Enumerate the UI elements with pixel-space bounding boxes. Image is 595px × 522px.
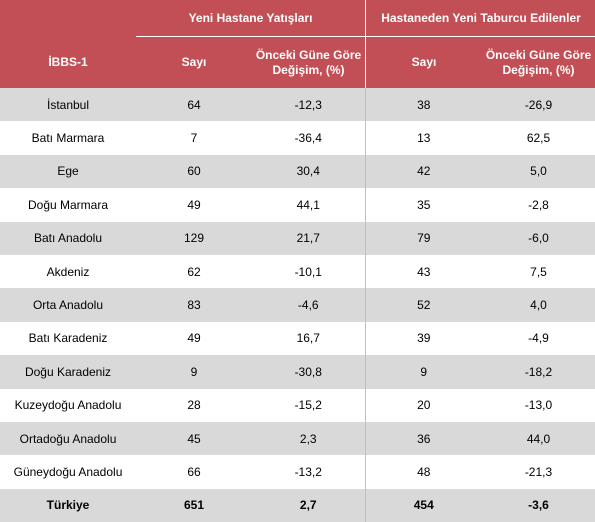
admissions-change-cell: 21,7 bbox=[252, 221, 365, 255]
admissions-count-cell: 60 bbox=[136, 154, 252, 189]
admissions-count-cell: 7 bbox=[136, 121, 252, 155]
admissions-change-cell: -10,1 bbox=[252, 254, 365, 289]
admissions-change-cell: -4,6 bbox=[252, 288, 365, 322]
region-cell: Kuzeydoğu Anadolu bbox=[0, 388, 136, 422]
discharges-change-cell: -18,2 bbox=[482, 355, 595, 389]
discharges-count-cell: 20 bbox=[364, 388, 482, 422]
region-cell: Güneydoğu Anadolu bbox=[0, 455, 136, 489]
admissions-change-cell: -12,3 bbox=[252, 88, 365, 122]
admissions-change-cell: 30,4 bbox=[252, 154, 365, 189]
region-cell: Akdeniz bbox=[0, 254, 136, 289]
region-cell: Doğu Karadeniz bbox=[0, 355, 136, 389]
discharges-change-cell: 4,0 bbox=[482, 288, 595, 322]
discharges-change-cell: -6,0 bbox=[482, 221, 595, 255]
admissions-count-cell: 64 bbox=[136, 88, 252, 122]
admissions-count-cell: 129 bbox=[136, 221, 252, 255]
admissions-change-cell: -13,2 bbox=[252, 455, 365, 489]
discharges-count-cell: 9 bbox=[364, 355, 482, 389]
discharges-count-cell: 35 bbox=[364, 188, 482, 222]
total-row: Türkiye 651 2,7 454 -3,6 bbox=[0, 488, 595, 522]
admissions-count-cell: 49 bbox=[136, 321, 252, 356]
region-cell: Ege bbox=[0, 154, 136, 189]
admissions-change-cell: -15,2 bbox=[252, 388, 365, 422]
table-row: Batı Karadeniz 49 16,7 39 -4,9 bbox=[0, 321, 595, 356]
discharges-change-cell: -26,9 bbox=[482, 88, 595, 122]
discharges-change-cell: -13,0 bbox=[482, 388, 595, 422]
admissions-count-cell: 83 bbox=[136, 288, 252, 322]
group-header-admissions: Yeni Hastane Yatışları bbox=[188, 10, 313, 25]
table-row: Batı Anadolu 129 21,7 79 -6,0 bbox=[0, 221, 595, 255]
admissions-change-cell: -30,8 bbox=[252, 355, 365, 389]
discharges-count-cell: 36 bbox=[364, 421, 482, 456]
discharges-count-cell: 52 bbox=[364, 288, 482, 322]
discharges-count-cell: 39 bbox=[364, 321, 482, 356]
admissions-change-cell: 44,1 bbox=[252, 188, 365, 222]
discharges-count-cell: 38 bbox=[364, 88, 482, 122]
admissions-change-cell: 2,3 bbox=[252, 421, 365, 456]
discharges-count-cell: 43 bbox=[364, 254, 482, 289]
region-cell: Batı Marmara bbox=[0, 121, 136, 155]
table-row: Doğu Marmara 49 44,1 35 -2,8 bbox=[0, 188, 595, 222]
table-row: İstanbul 64 -12,3 38 -26,9 bbox=[0, 88, 595, 122]
region-cell: Türkiye bbox=[0, 488, 136, 522]
discharges-change-cell: 62,5 bbox=[482, 121, 595, 155]
discharges-count-cell: 13 bbox=[364, 121, 482, 155]
discharges-change-cell: 5,0 bbox=[482, 154, 595, 189]
admissions-count-cell: 49 bbox=[136, 188, 252, 222]
table-row: Batı Marmara 7 -36,4 13 62,5 bbox=[0, 121, 595, 155]
discharges-count-cell: 48 bbox=[364, 455, 482, 489]
table-header: Yeni Hastane Yatışları Hastaneden Yeni T… bbox=[0, 0, 595, 88]
admissions-count-cell: 62 bbox=[136, 254, 252, 289]
region-cell: Batı Anadolu bbox=[0, 221, 136, 255]
admissions-count-cell: 28 bbox=[136, 388, 252, 422]
admissions-count-cell: 9 bbox=[136, 355, 252, 389]
region-cell: Doğu Marmara bbox=[0, 188, 136, 222]
table-row: Güneydoğu Anadolu 66 -13,2 48 -21,3 bbox=[0, 455, 595, 489]
table-row: Akdeniz 62 -10,1 43 7,5 bbox=[0, 254, 595, 289]
admissions-change-header: Önceki Güne Göre Değişim, (%) bbox=[255, 47, 362, 77]
table-row: Doğu Karadeniz 9 -30,8 9 -18,2 bbox=[0, 355, 595, 389]
admissions-count-cell: 45 bbox=[136, 421, 252, 456]
admissions-count-cell: 651 bbox=[136, 488, 252, 522]
admissions-count-cell: 66 bbox=[136, 455, 252, 489]
discharges-change-cell: -2,8 bbox=[482, 188, 595, 222]
group-header-discharges: Hastaneden Yeni Taburcu Edilenler bbox=[381, 10, 581, 25]
discharges-change-cell: 44,0 bbox=[482, 421, 595, 456]
discharges-change-cell: 7,5 bbox=[482, 254, 595, 289]
region-cell: Batı Karadeniz bbox=[0, 321, 136, 356]
discharges-count-header: Sayı bbox=[411, 55, 437, 69]
discharges-change-cell: -21,3 bbox=[482, 455, 595, 489]
table-row: Kuzeydoğu Anadolu 28 -15,2 20 -13,0 bbox=[0, 388, 595, 422]
discharges-change-header: Önceki Güne Göre Değişim, (%) bbox=[485, 47, 592, 77]
discharges-count-cell: 79 bbox=[364, 221, 482, 255]
table-rows: İstanbul 64 -12,3 38 -26,9 Batı Marmara 7 -36,4… bbox=[0, 88, 595, 522]
region-cell: İstanbul bbox=[0, 88, 136, 122]
discharges-change-cell: -4,9 bbox=[482, 321, 595, 356]
admissions-change-cell: -36,4 bbox=[252, 121, 365, 155]
region-column-header: İBBS-1 bbox=[48, 55, 88, 69]
admissions-count-header: Sayı bbox=[181, 55, 207, 69]
discharges-change-cell: -3,6 bbox=[482, 488, 595, 522]
discharges-count-cell: 42 bbox=[364, 154, 482, 189]
admissions-change-cell: 2,7 bbox=[252, 488, 365, 522]
table-row: Ortadoğu Anadolu 45 2,3 36 44,0 bbox=[0, 421, 595, 456]
table-row: Orta Anadolu 83 -4,6 52 4,0 bbox=[0, 288, 595, 322]
region-cell: Ortadoğu Anadolu bbox=[0, 421, 136, 456]
header-group-divider bbox=[365, 0, 366, 88]
admissions-change-cell: 16,7 bbox=[252, 321, 365, 356]
table-row: Ege 60 30,4 42 5,0 bbox=[0, 154, 595, 189]
table-body: İstanbul 64 -12,3 38 -26,9 Batı Marmara 7 -36,4… bbox=[0, 88, 595, 522]
discharges-count-cell: 454 bbox=[364, 488, 482, 522]
region-cell: Orta Anadolu bbox=[0, 288, 136, 322]
